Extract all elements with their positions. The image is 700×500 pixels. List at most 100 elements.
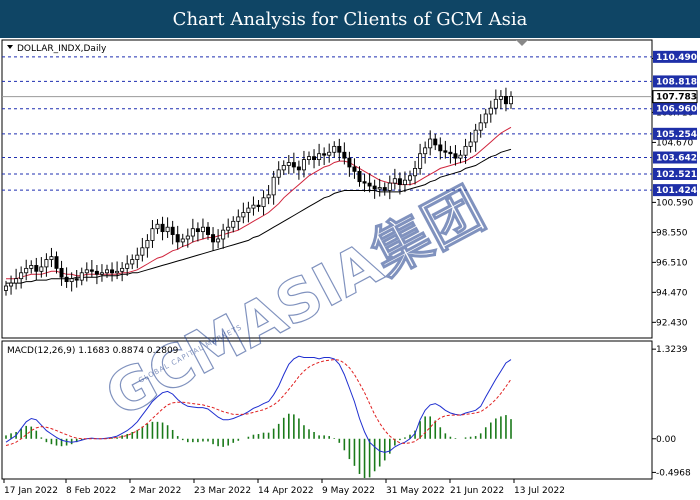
ma-black-line (6, 148, 512, 284)
candle-body (291, 162, 296, 168)
candle-body (458, 154, 463, 159)
candle-body (407, 175, 412, 181)
candle-body (236, 216, 241, 222)
candle-body (9, 282, 14, 287)
price-tick-label: 94.470 (656, 288, 688, 298)
ma-red-line (6, 126, 512, 280)
price-tick-label: 98.550 (656, 228, 688, 238)
candle-body (34, 265, 39, 272)
level-price-tag (653, 50, 697, 63)
candle-body (362, 181, 367, 184)
candle-body (443, 150, 448, 153)
candle-body (195, 228, 200, 233)
candle-body (312, 156, 317, 161)
candle-body (170, 226, 175, 235)
time-tick-label: 13 Jul 2022 (514, 486, 565, 496)
candle-body (125, 263, 130, 269)
candle-body (231, 220, 236, 228)
candle-body (89, 269, 94, 272)
candle-body (105, 269, 110, 274)
candle-body (327, 151, 332, 156)
candle-body (428, 138, 433, 149)
candle-body (74, 278, 79, 281)
candle-body (160, 223, 165, 233)
candlesticks (4, 87, 513, 296)
candle-body (438, 144, 443, 152)
candle-body (468, 141, 473, 147)
time-tick-label: 17 Jan 2022 (4, 486, 58, 496)
candle-body (221, 229, 226, 240)
price-panel-frame (1, 39, 653, 339)
support-resistance-levels (2, 56, 652, 191)
time-tick-label: 9 May 2022 (322, 486, 375, 496)
candle-body (387, 182, 392, 191)
candle-body (357, 170, 362, 183)
price-tick-label: 104.670 (656, 138, 693, 148)
candle-body (397, 178, 402, 185)
dropdown-triangle-icon[interactable] (7, 45, 13, 49)
level-price-tag (653, 151, 697, 164)
candle-body (59, 267, 64, 278)
macd-indicator: 1.3239 0.00 -0.4968 (5, 345, 691, 478)
symbol-label: DOLLAR_INDX,Daily (17, 44, 107, 54)
candle-body (115, 270, 120, 274)
candle-body (317, 153, 322, 161)
candle-body (418, 153, 423, 169)
candle-body (4, 285, 9, 291)
candle-body (94, 270, 99, 275)
candle-body (301, 159, 306, 171)
candle-body (64, 276, 69, 283)
candle-body (473, 129, 478, 143)
page-title: Chart Analysis for Clients of GCM Asia (0, 0, 700, 38)
candle-body (337, 145, 342, 153)
candle-body (352, 166, 357, 172)
level-price-tag (653, 127, 697, 140)
candle-body (392, 178, 397, 184)
candle-body (216, 238, 221, 243)
candle-body (24, 267, 29, 274)
chart-area[interactable]: GCMASIA集团 GLOBAL CAPITAL MARKETS 110.380… (0, 38, 700, 500)
candle-body (367, 182, 372, 187)
candle-body (79, 272, 84, 281)
candle-body (286, 162, 291, 166)
macd-tick-label: 0.00 (656, 435, 676, 445)
candle-body (49, 256, 54, 260)
candle-body (448, 151, 453, 155)
level-price-label: 103.642 (656, 154, 697, 164)
candle-body (413, 168, 418, 177)
time-tick-label: 31 May 2022 (386, 486, 445, 496)
current-price-label: 107.783 (656, 93, 697, 103)
time-tick-label: 2 Mar 2022 (130, 486, 181, 496)
candle-body (130, 259, 135, 265)
candle-body (271, 176, 276, 196)
level-price-label: 108.818 (656, 77, 697, 87)
candle-body (29, 265, 34, 269)
candle-body (246, 207, 251, 213)
level-price-tag (653, 75, 697, 88)
macd-label: MACD(12,26,9) 1.1683 0.8874 0.2809 (7, 346, 179, 356)
candle-body (205, 226, 210, 235)
candle-body (211, 234, 216, 243)
time-tick-label: 8 Feb 2022 (66, 486, 116, 496)
candle-body (478, 122, 483, 131)
candle-body (503, 95, 508, 105)
candle-body (185, 235, 190, 240)
candle-body (226, 226, 231, 231)
chart-shift-marker-icon[interactable] (516, 40, 528, 46)
candle-body (44, 259, 49, 268)
level-price-label: 101.424 (656, 186, 697, 196)
candle-body (423, 147, 428, 155)
candle-body (180, 238, 185, 243)
candle-body (382, 187, 387, 191)
candle-body (150, 228, 155, 241)
candle-body (251, 204, 256, 209)
candle-body (54, 256, 59, 269)
macd-panel-frame (1, 340, 653, 480)
candle-body (433, 138, 438, 146)
macd-tick-label: -0.4968 (656, 468, 691, 478)
candle-body (508, 95, 513, 105)
candle-body (332, 145, 337, 153)
candle-body (463, 145, 468, 156)
level-price-tag (653, 184, 697, 197)
candle-body (488, 107, 493, 115)
